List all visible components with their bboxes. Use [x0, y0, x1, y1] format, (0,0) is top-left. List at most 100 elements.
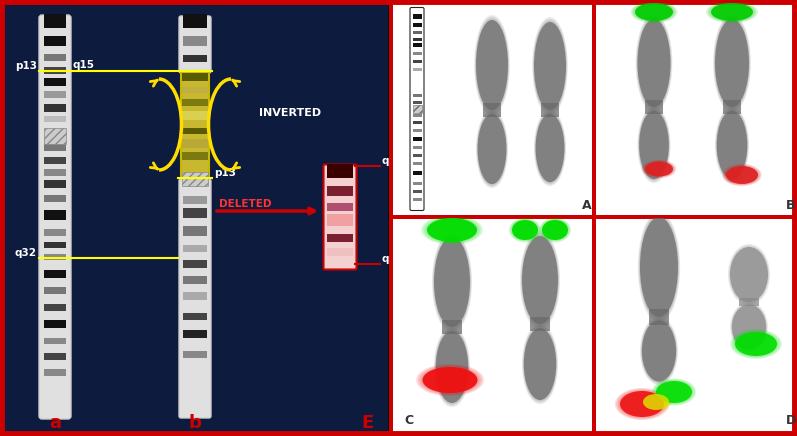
Text: B: B: [786, 199, 795, 212]
Bar: [182, 99, 208, 106]
Ellipse shape: [636, 15, 672, 111]
Ellipse shape: [642, 160, 677, 178]
Ellipse shape: [731, 303, 767, 351]
Bar: [413, 198, 422, 201]
Ellipse shape: [522, 235, 558, 325]
Ellipse shape: [616, 388, 668, 419]
Ellipse shape: [640, 318, 677, 385]
Ellipse shape: [637, 17, 671, 109]
Bar: [182, 172, 208, 186]
Ellipse shape: [638, 211, 681, 323]
Bar: [44, 320, 66, 328]
Ellipse shape: [631, 1, 677, 23]
Ellipse shape: [541, 219, 569, 241]
Bar: [541, 103, 559, 117]
Ellipse shape: [714, 17, 750, 109]
Bar: [327, 248, 353, 256]
Bar: [327, 234, 353, 242]
Ellipse shape: [638, 109, 669, 181]
FancyBboxPatch shape: [179, 16, 211, 73]
Bar: [183, 36, 207, 46]
Ellipse shape: [728, 245, 769, 304]
Bar: [413, 94, 422, 97]
Ellipse shape: [630, 1, 677, 23]
Ellipse shape: [434, 327, 470, 407]
Bar: [413, 146, 422, 149]
Ellipse shape: [522, 236, 558, 324]
Bar: [413, 182, 422, 185]
Ellipse shape: [520, 232, 559, 329]
Ellipse shape: [726, 166, 758, 184]
Ellipse shape: [716, 109, 748, 181]
Ellipse shape: [638, 19, 670, 107]
Ellipse shape: [641, 319, 677, 383]
Ellipse shape: [637, 18, 671, 108]
Ellipse shape: [641, 318, 677, 384]
Bar: [44, 14, 66, 28]
Bar: [44, 54, 66, 61]
FancyBboxPatch shape: [410, 7, 424, 211]
Ellipse shape: [716, 109, 748, 181]
Ellipse shape: [534, 21, 566, 111]
Ellipse shape: [714, 16, 750, 110]
Ellipse shape: [723, 164, 761, 186]
Ellipse shape: [522, 324, 558, 404]
Ellipse shape: [520, 232, 559, 328]
Ellipse shape: [620, 391, 664, 417]
Ellipse shape: [735, 332, 777, 356]
Ellipse shape: [636, 14, 672, 112]
Ellipse shape: [508, 218, 541, 242]
Bar: [44, 254, 66, 260]
Bar: [413, 105, 422, 113]
Ellipse shape: [728, 244, 770, 305]
Ellipse shape: [535, 111, 566, 185]
Text: a: a: [49, 414, 61, 432]
Ellipse shape: [522, 325, 558, 403]
Bar: [44, 128, 66, 144]
Ellipse shape: [512, 220, 538, 240]
Ellipse shape: [542, 220, 568, 240]
Ellipse shape: [536, 113, 564, 183]
Ellipse shape: [477, 111, 508, 187]
Ellipse shape: [642, 160, 676, 178]
Ellipse shape: [435, 330, 469, 404]
Ellipse shape: [510, 219, 540, 241]
Bar: [327, 186, 353, 196]
Ellipse shape: [642, 394, 669, 410]
Ellipse shape: [520, 233, 559, 327]
Bar: [413, 171, 422, 175]
Bar: [44, 304, 66, 311]
Ellipse shape: [436, 331, 468, 403]
Ellipse shape: [618, 389, 666, 419]
Ellipse shape: [474, 16, 509, 114]
Ellipse shape: [416, 364, 484, 396]
Ellipse shape: [707, 1, 757, 23]
Bar: [413, 137, 422, 141]
FancyBboxPatch shape: [179, 179, 211, 418]
Ellipse shape: [655, 380, 693, 404]
Ellipse shape: [717, 110, 748, 180]
Bar: [183, 330, 207, 338]
Ellipse shape: [475, 17, 509, 113]
Ellipse shape: [638, 213, 679, 321]
Bar: [182, 152, 208, 160]
Bar: [392, 215, 794, 219]
Ellipse shape: [724, 165, 760, 185]
Ellipse shape: [532, 18, 567, 114]
Bar: [183, 55, 207, 62]
Ellipse shape: [729, 245, 769, 303]
Bar: [183, 292, 207, 300]
Ellipse shape: [540, 219, 570, 241]
Ellipse shape: [476, 110, 508, 188]
Ellipse shape: [635, 3, 673, 21]
Ellipse shape: [715, 107, 749, 183]
Ellipse shape: [728, 245, 770, 304]
Ellipse shape: [434, 327, 470, 407]
Bar: [182, 73, 208, 81]
Bar: [183, 313, 207, 320]
Ellipse shape: [540, 218, 571, 242]
Ellipse shape: [716, 108, 748, 182]
Bar: [44, 67, 66, 74]
Bar: [413, 114, 422, 117]
Ellipse shape: [532, 17, 568, 115]
